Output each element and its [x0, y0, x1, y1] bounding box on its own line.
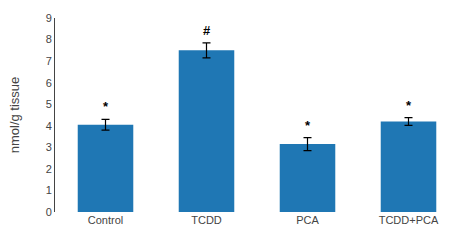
- svg-text:7: 7: [46, 55, 52, 67]
- svg-text:1: 1: [46, 184, 52, 196]
- svg-text:2: 2: [46, 163, 52, 175]
- svg-text:*: *: [305, 118, 311, 133]
- svg-text:0: 0: [46, 206, 52, 218]
- svg-text:TCDD: TCDD: [191, 214, 222, 226]
- svg-text:#: #: [203, 23, 211, 38]
- svg-text:TCDD+PCA: TCDD+PCA: [379, 214, 439, 226]
- svg-text:3: 3: [46, 141, 52, 153]
- svg-text:4: 4: [46, 120, 52, 132]
- svg-text:*: *: [103, 99, 109, 114]
- svg-text:6: 6: [46, 77, 52, 89]
- svg-text:*: *: [406, 98, 412, 113]
- svg-text:PCA: PCA: [296, 214, 319, 226]
- svg-text:5: 5: [46, 98, 52, 110]
- svg-text:8: 8: [46, 33, 52, 45]
- svg-text:9: 9: [46, 12, 52, 24]
- svg-text:Control: Control: [88, 214, 123, 226]
- svg-text:nmol/g tissue: nmol/g tissue: [7, 77, 22, 154]
